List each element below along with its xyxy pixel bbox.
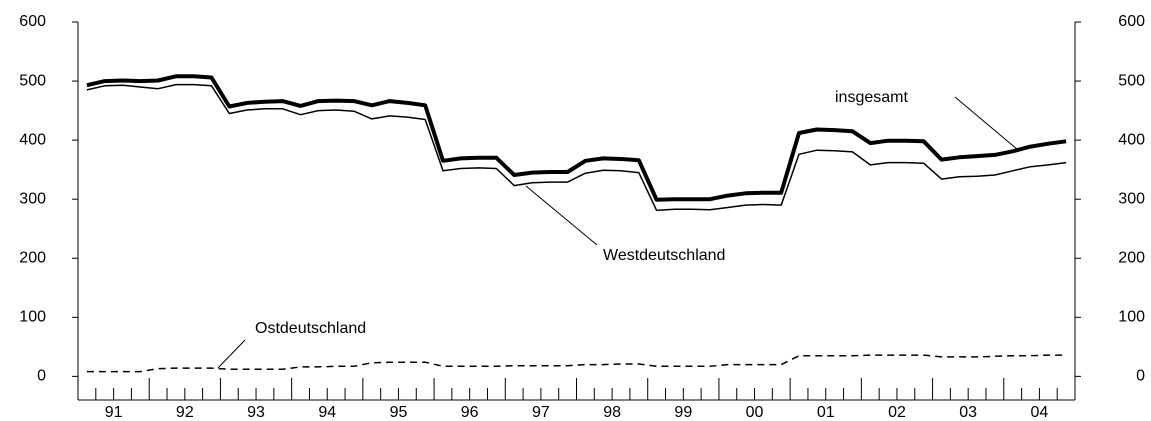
series-line — [86, 354, 1067, 373]
y2-tick-label: 500 — [1118, 72, 1145, 89]
x-tick-label: 96 — [461, 404, 479, 421]
y-tick-label: 100 — [19, 309, 46, 326]
series-line — [86, 83, 1067, 212]
x-tick-label: 99 — [674, 404, 692, 421]
y2-tick-label: 200 — [1118, 249, 1145, 266]
leader-line — [954, 96, 1019, 151]
y-tick-label: 600 — [19, 13, 46, 30]
series-label: insgesamt — [835, 89, 908, 106]
y-tick-label: 500 — [19, 72, 46, 89]
y-tick-label: 400 — [19, 131, 46, 148]
x-tick-label: 93 — [247, 404, 265, 421]
y-tick-label: 200 — [19, 249, 46, 266]
x-tick-label: 92 — [176, 404, 194, 421]
y2-tick-label: 600 — [1118, 13, 1145, 30]
x-tick-label: 04 — [1030, 404, 1048, 421]
x-tick-label: 95 — [390, 404, 408, 421]
x-tick-label: 01 — [817, 404, 835, 421]
leader-line — [525, 185, 598, 246]
x-tick-label: 03 — [959, 404, 977, 421]
leader-line — [217, 339, 246, 369]
series-label: Westdeutschland — [603, 247, 725, 264]
series-line — [86, 74, 1067, 202]
x-tick-label: 97 — [532, 404, 550, 421]
y2-tick-label: 400 — [1118, 131, 1145, 148]
y2-tick-label: 0 — [1136, 368, 1145, 385]
x-tick-label: 98 — [603, 404, 621, 421]
x-tick-label: 02 — [888, 404, 906, 421]
y2-tick-label: 300 — [1118, 190, 1145, 207]
x-tick-label: 00 — [746, 404, 764, 421]
y2-tick-label: 100 — [1118, 309, 1145, 326]
y-tick-label: 0 — [37, 368, 46, 385]
x-tick-label: 91 — [105, 404, 123, 421]
x-tick-label: 94 — [318, 404, 336, 421]
series-label: Ostdeutschland — [255, 320, 366, 337]
y-tick-label: 300 — [19, 190, 46, 207]
